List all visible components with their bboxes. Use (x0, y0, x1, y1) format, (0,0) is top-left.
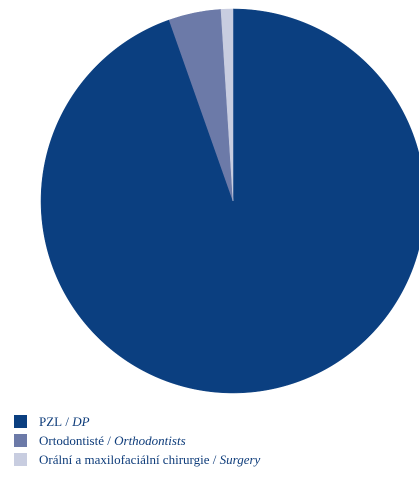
legend-item-orthodontists: Ortodontisté / Orthodontists (14, 431, 414, 450)
legend-separator: / (104, 433, 115, 448)
legend-label-surgery-cs: Orální a maxilofaciální chirurgie (39, 452, 210, 467)
legend-label-surgery-en: Surgery (219, 452, 261, 467)
legend-swatch-surgery (14, 453, 27, 466)
chart-legend: PZL / DP Ortodontisté / Orthodontists Or… (14, 412, 414, 469)
legend-item-surgery: Orální a maxilofaciální chirurgie / Surg… (14, 450, 414, 469)
pie-slice-surgery (220, 8, 234, 202)
pie-slice-dp (40, 8, 419, 394)
legend-swatch-dp (14, 415, 27, 428)
pie-chart-svg (40, 8, 419, 394)
legend-separator: / (209, 452, 220, 467)
legend-label-dp-en: DP (72, 414, 90, 429)
legend-label-orthodontists-cs: Ortodontisté (39, 433, 104, 448)
legend-item-dp: PZL / DP (14, 412, 414, 431)
legend-separator: / (62, 414, 73, 429)
legend-label-orthodontists-en: Orthodontists (114, 433, 186, 448)
pie-chart (40, 8, 419, 394)
legend-label-dp-cs: PZL (39, 414, 63, 429)
legend-swatch-orthodontists (14, 434, 27, 447)
